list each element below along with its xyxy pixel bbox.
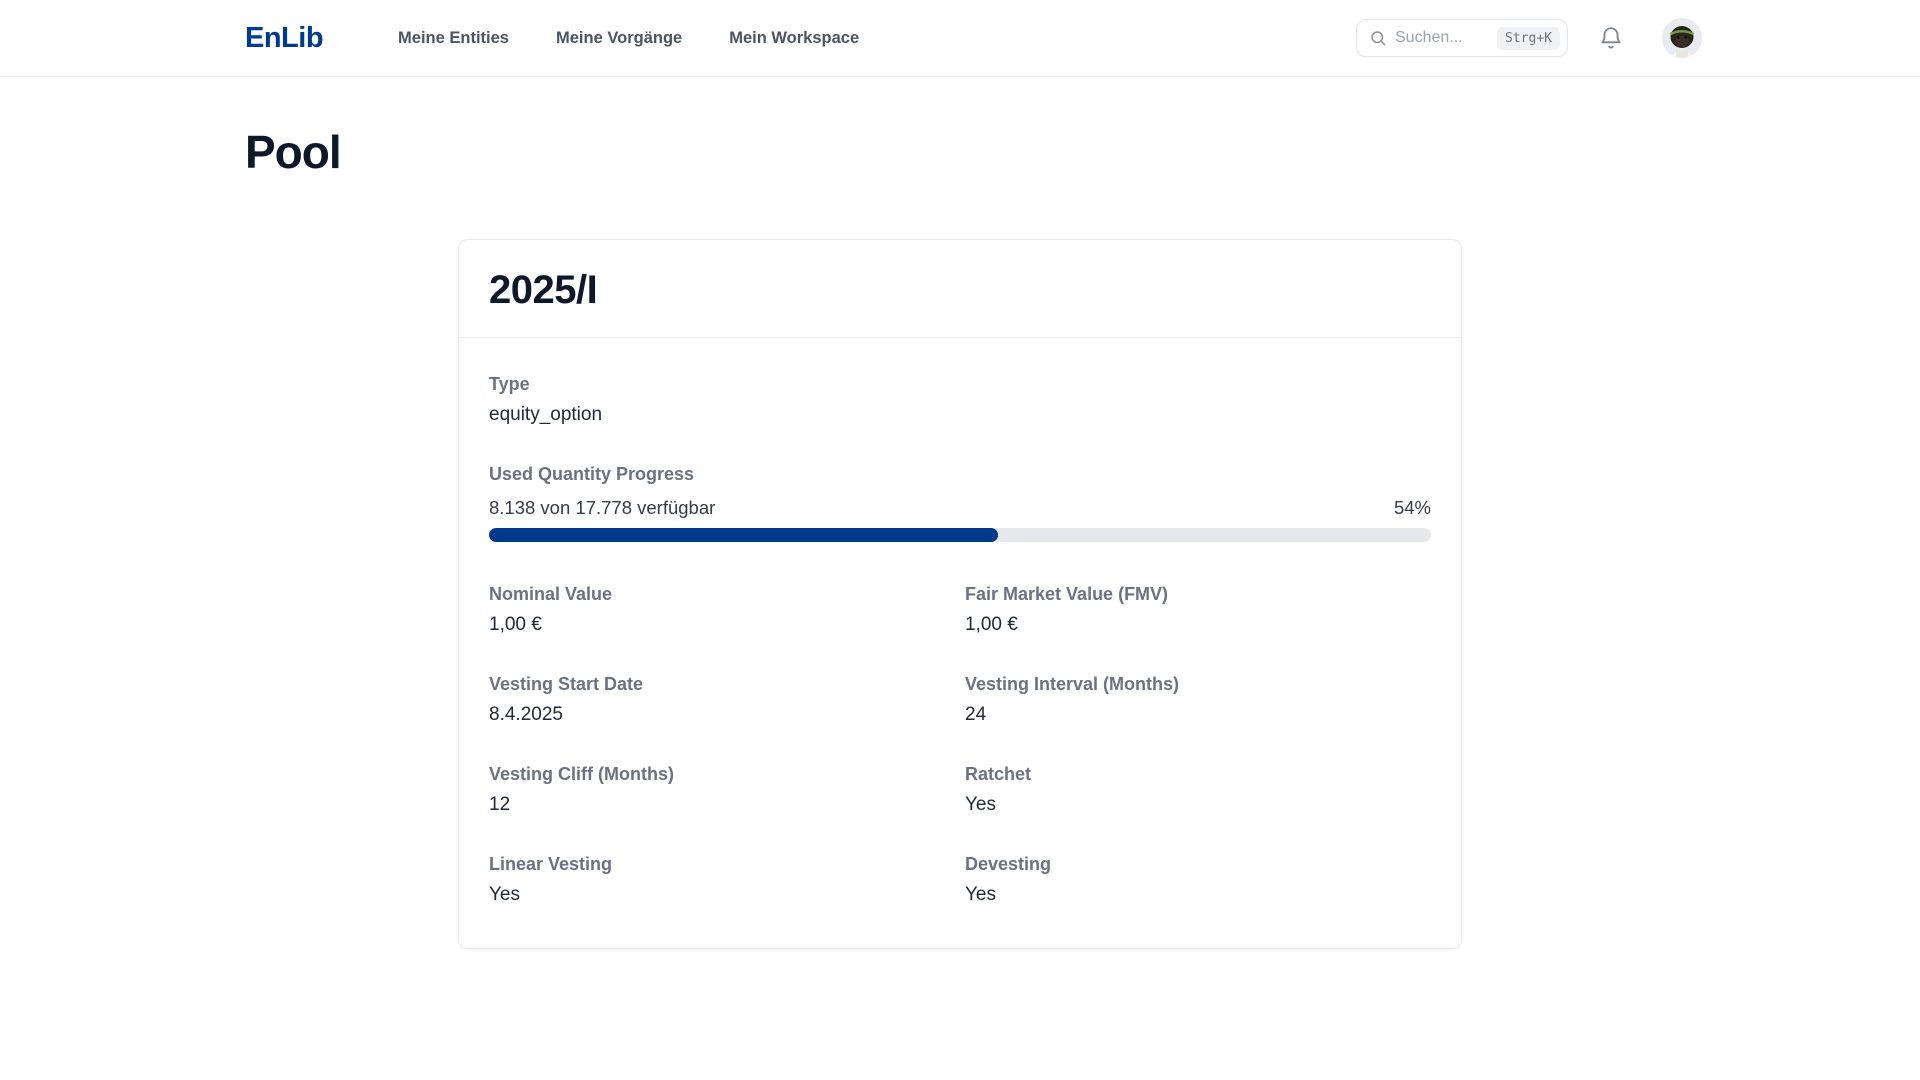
field-vesting-start-date: Vesting Start Date 8.4.2025 [489, 674, 644, 725]
progress-bar-fill [489, 528, 998, 542]
pool-card-body: Type equity_option Used Quantity Progres… [459, 338, 1461, 948]
search-icon [1371, 31, 1386, 46]
field-nominal-value: Nominal Value 1,00 € [489, 584, 613, 635]
notifications-button[interactable] [1598, 25, 1624, 51]
progress-meta: 8.138 von 17.778 verfügbar 54% [489, 497, 1431, 519]
field-devesting: Devesting Yes [965, 854, 1052, 905]
nav-meine-entities[interactable]: Meine Entities [398, 28, 509, 47]
field-vesting-interval: Vesting Interval (Months) 24 [965, 674, 1180, 725]
app-logo[interactable]: EnLib [245, 21, 324, 54]
field-type-value: equity_option [489, 404, 603, 425]
field-type: Type equity_option [489, 374, 1431, 426]
pool-card-header: 2025/I [459, 240, 1461, 338]
nav-meine-vorgaenge[interactable]: Meine Vorgänge [556, 28, 683, 47]
avatar-image-icon [1662, 18, 1702, 58]
field-fair-market-value: Fair Market Value (FMV) 1,00 € [965, 584, 1169, 635]
field-grid: Nominal Value 1,00 € Fair Market Value (… [489, 584, 1431, 906]
top-header: EnLib Meine Entities Meine Vorgänge Mein… [0, 0, 1920, 77]
progress-bar [489, 528, 1431, 542]
pool-name: 2025/I [489, 268, 598, 312]
search-box[interactable]: Strg+K [1356, 19, 1568, 57]
search-input[interactable] [1395, 29, 1498, 47]
main-content: Pool 2025/I Type equity_option Used Quan… [0, 125, 1920, 949]
header-right: Strg+K [1356, 18, 1702, 58]
bell-icon [1601, 27, 1621, 49]
field-vesting-cliff: Vesting Cliff (Months) 12 [489, 764, 674, 815]
progress-label: Used Quantity Progress [489, 464, 695, 484]
progress-detail: 8.138 von 17.778 verfügbar [489, 497, 716, 518]
user-avatar[interactable] [1662, 18, 1702, 58]
nav-mein-workspace[interactable]: Mein Workspace [729, 28, 860, 47]
field-linear-vesting: Linear Vesting Yes [489, 854, 613, 905]
field-ratchet: Ratchet Yes [965, 764, 1032, 815]
field-type-label: Type [489, 374, 530, 394]
field-used-quantity-progress: Used Quantity Progress 8.138 von 17.778 … [489, 464, 1431, 542]
pool-card: 2025/I Type equity_option Used Quantity … [458, 239, 1462, 949]
progress-percent: 54% [1393, 497, 1431, 518]
shortcut-badge: Strg+K [1497, 26, 1560, 50]
page-title: Pool [245, 126, 342, 178]
main-nav: Meine Entities Meine Vorgänge Mein Works… [398, 29, 859, 48]
